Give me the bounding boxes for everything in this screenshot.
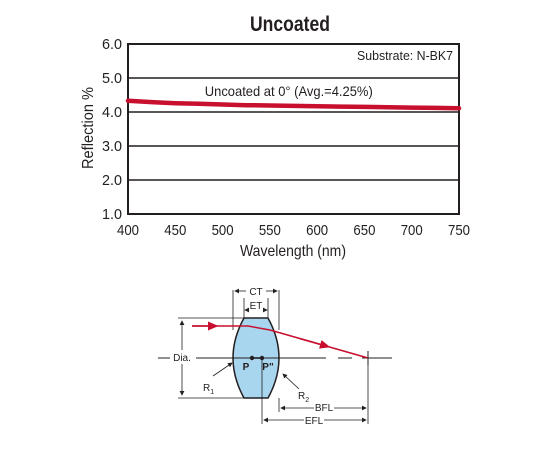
- x-tick-labels: 400 450 500 550 600 650 700 750: [117, 222, 470, 239]
- r1-subscript: 1: [210, 389, 214, 396]
- x-tick-label: 400: [117, 222, 139, 239]
- y-tick-label: 4.0: [102, 104, 122, 121]
- ct-label: CT: [249, 287, 262, 298]
- x-tick-label: 450: [164, 222, 186, 239]
- p-prime-label: P": [262, 362, 274, 373]
- x-tick-label: 700: [401, 222, 423, 239]
- efl-label: EFL: [305, 416, 324, 427]
- bfl-label: BFL: [315, 403, 334, 414]
- dia-label: Dia.: [173, 353, 191, 364]
- x-axis-label: Wavelength (nm): [240, 243, 346, 260]
- x-tick-label: 550: [259, 222, 281, 239]
- r2-label: R2: [298, 391, 309, 404]
- x-tick-label: 650: [353, 222, 375, 239]
- et-label: ET: [250, 301, 263, 312]
- y-tick-label: 6.0: [102, 36, 122, 53]
- y-tick-label: 1.0: [102, 206, 122, 223]
- r2-letter: R: [298, 391, 305, 402]
- r1-label: R1: [203, 383, 214, 396]
- y-tick-label: 2.0: [102, 172, 122, 189]
- r1-pointer: [212, 362, 233, 377]
- ray-outgoing-arrow: [299, 337, 331, 349]
- chart-title: Uncoated: [250, 13, 330, 36]
- r2-subscript: 2: [305, 397, 309, 404]
- dia-label-bg: [171, 350, 193, 364]
- p-label: P: [243, 362, 250, 373]
- plot-frame: [127, 43, 460, 215]
- series-annotation: Uncoated at 0° (Avg.=4.25%): [205, 83, 373, 99]
- bfl-label-bg: [314, 401, 334, 413]
- efl-label-bg: [304, 413, 324, 425]
- r1-letter: R: [203, 383, 210, 394]
- x-tick-label: 750: [448, 222, 470, 239]
- y-axis-label: Reflection %: [80, 87, 97, 169]
- series-line-uncoated: [125, 98, 462, 111]
- r2-pointer: [282, 373, 300, 390]
- x-tick-label: 600: [306, 222, 328, 239]
- principal-point-p: [249, 355, 255, 361]
- substrate-annotation: Substrate: N-BK7: [357, 48, 453, 63]
- et-label-bg: [249, 300, 263, 312]
- ray-in-lens: [247, 325, 271, 331]
- y-tick-label: 3.0: [102, 138, 122, 155]
- principal-point-p-prime: [259, 355, 265, 361]
- reflection-chart: Uncoated 6.0 5.0 4.0 3.0 2.0 1.0 400 450 500 550…: [80, 13, 470, 260]
- x-tick-label: 500: [212, 222, 234, 239]
- y-tick-labels: 6.0 5.0 4.0 3.0 2.0 1.0: [102, 36, 122, 223]
- grid-lines: [128, 77, 459, 181]
- y-tick-label: 5.0: [102, 70, 122, 87]
